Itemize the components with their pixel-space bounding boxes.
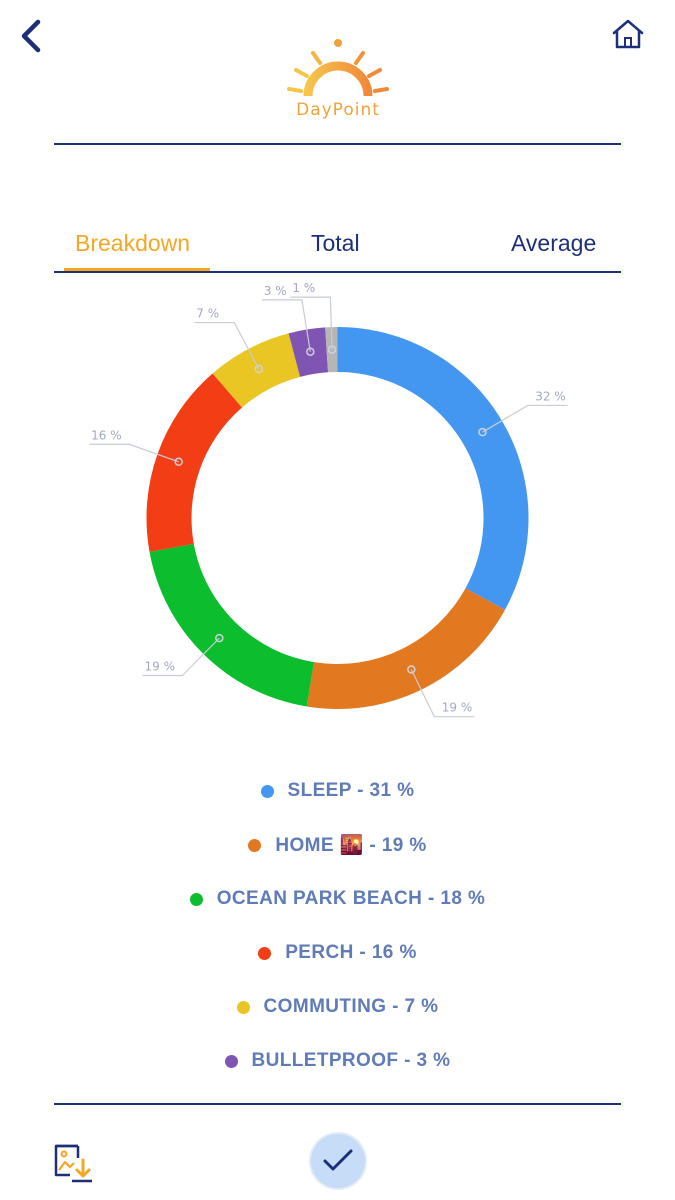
slice-anchor-point: [407, 665, 416, 674]
chevron-left-icon: [21, 19, 41, 53]
breakdown-donut-chart: 32 % 19 % 19 % 16 % 7 % 3 % 1 %: [89, 281, 568, 718]
daypoint-logo: DayPoint: [280, 36, 396, 126]
footer-divider: [54, 1103, 621, 1105]
sun-logo-icon: [287, 39, 389, 97]
legend-item-bulletproof: BULLETPROOF - 3 %: [0, 1034, 675, 1088]
donut-slice: [149, 543, 314, 707]
slice-percent-label: 3 %: [264, 284, 287, 298]
legend-dot: [258, 946, 272, 960]
legend-label: BULLETPROOF - 3 %: [251, 1050, 451, 1071]
legend-label: PERCH - 16 %: [285, 942, 417, 963]
back-button[interactable]: [14, 16, 50, 56]
slice-percent-label: 16 %: [91, 428, 122, 442]
tab-total[interactable]: Total: [311, 230, 360, 256]
checkmark-icon: [323, 1149, 353, 1171]
slice-leader-line: [290, 296, 333, 350]
legend-dot: [260, 784, 274, 798]
legend-item-commuting: COMMUTING - 7 %: [0, 980, 675, 1034]
slice-leader-line: [410, 669, 475, 718]
legend-label: OCEAN PARK BEACH - 18 %: [216, 888, 486, 909]
slice-percent-label: 1 %: [292, 281, 315, 295]
header-divider: [54, 143, 621, 145]
slice-percent-label: 7 %: [196, 307, 219, 321]
export-image-button[interactable]: [52, 1142, 94, 1184]
donut-slice: [306, 588, 505, 709]
legend-item-ocean-park-beach: OCEAN PARK BEACH - 18 %: [0, 872, 675, 926]
tab-breakdown[interactable]: Breakdown: [75, 230, 191, 256]
slice-percent-label: 19 %: [144, 660, 175, 674]
confirm-button[interactable]: [311, 1134, 365, 1188]
home-icon: [612, 19, 644, 49]
slice-leader-line: [194, 321, 260, 370]
app-name: DayPoint: [296, 100, 380, 120]
slice-percent-label: 32 %: [535, 389, 566, 403]
tab-average[interactable]: Average: [511, 230, 597, 256]
donut-slice: [337, 327, 529, 610]
slice-anchor-point: [215, 633, 224, 643]
slice-leader-line: [142, 637, 220, 677]
donut-slice: [288, 327, 329, 377]
donut-slice: [325, 327, 338, 373]
donut-slice: [212, 333, 301, 408]
legend-label: COMMUTING - 7 %: [263, 996, 439, 1017]
legend-dot: [224, 1054, 238, 1068]
slice-percent-label: 19 %: [442, 701, 473, 715]
donut-slice: [146, 373, 243, 552]
legend-dot: [236, 1000, 250, 1014]
active-tab-indicator: [64, 268, 210, 272]
image-download-icon: [54, 1144, 92, 1183]
legend-item-home: HOME 🌇 - 19 %: [0, 818, 675, 872]
slice-anchor-point: [478, 427, 487, 437]
tabs-divider: [54, 271, 621, 273]
legend-item-perch: PERCH - 16 %: [0, 926, 675, 980]
home-button[interactable]: [608, 16, 648, 54]
legend-label: SLEEP - 31 %: [287, 780, 415, 801]
legend-dot: [248, 838, 262, 852]
legend-dot: [189, 892, 203, 906]
slice-leader-line: [482, 404, 568, 433]
legend-item-sleep: SLEEP - 31 %: [0, 764, 675, 818]
slice-anchor-point: [174, 457, 183, 467]
legend-label: HOME 🌇 - 19 %: [275, 835, 427, 856]
slice-leader-line: [261, 299, 311, 352]
slice-anchor-point: [254, 364, 264, 374]
slice-leader-line: [89, 443, 179, 463]
